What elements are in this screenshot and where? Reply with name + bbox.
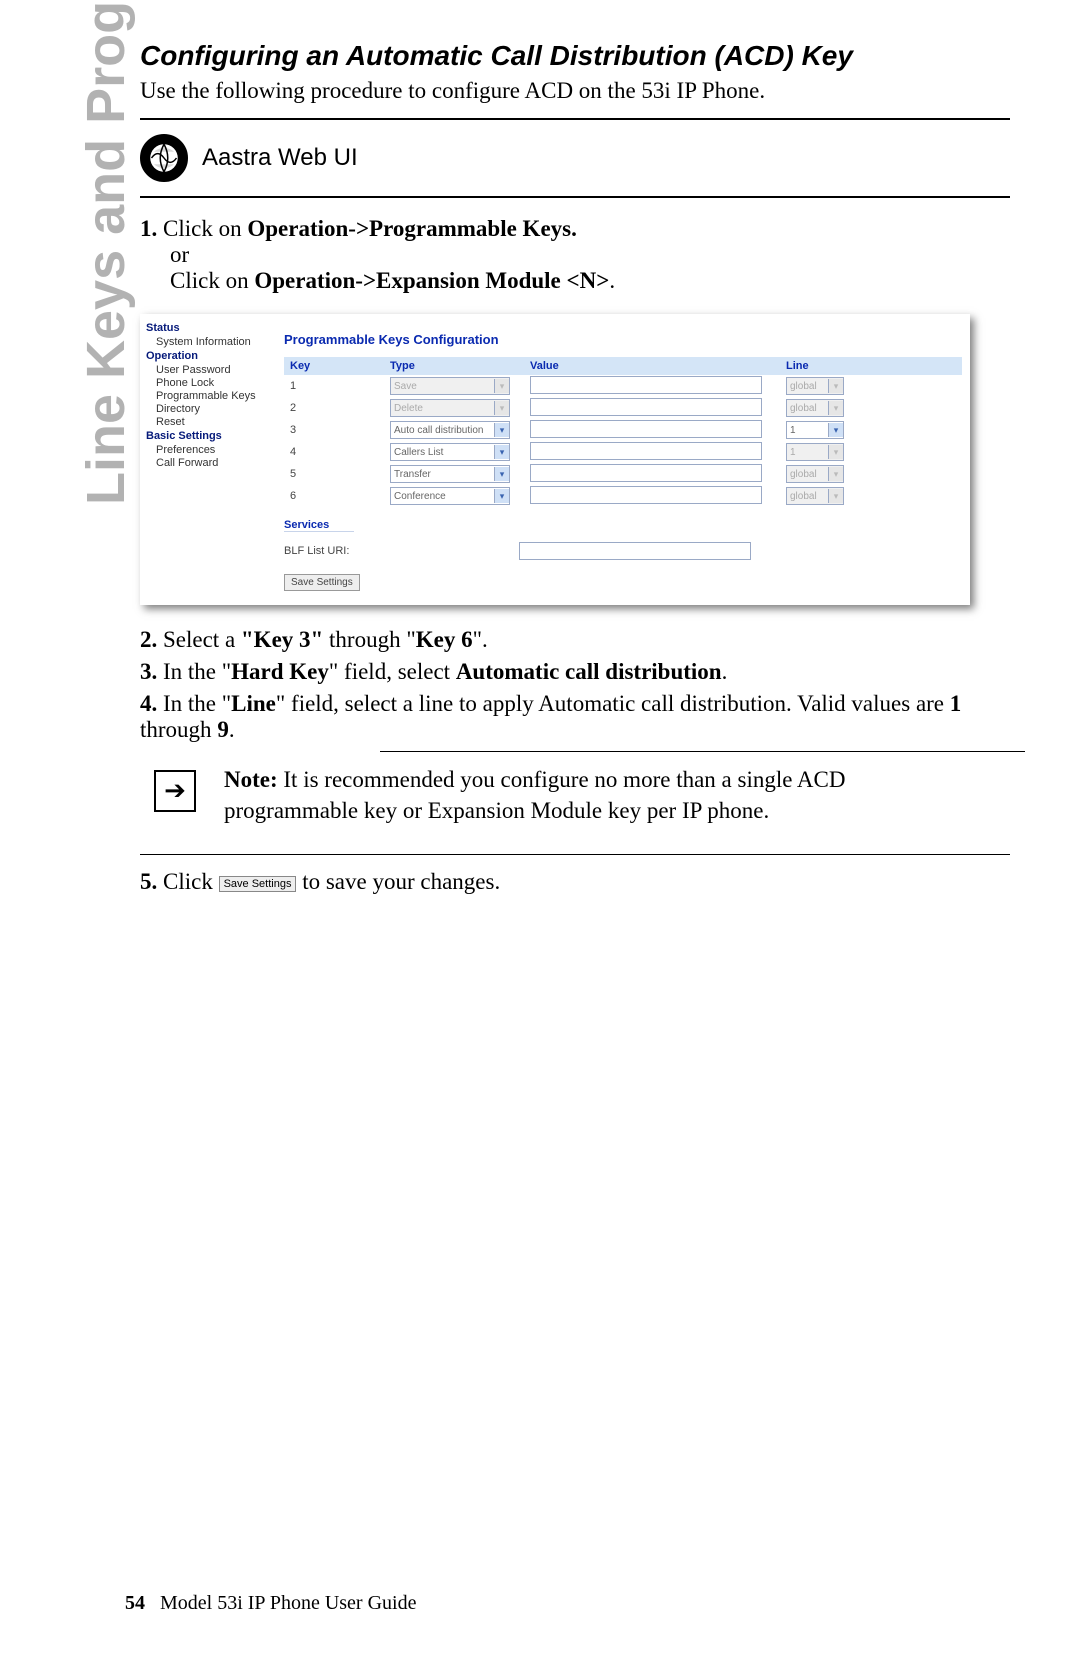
type-select[interactable]: Callers List▾: [390, 443, 510, 461]
note-divider-bottom: [140, 854, 1010, 855]
nav-item[interactable]: Programmable Keys: [156, 390, 276, 402]
table-row: 2Delete▾global▾: [284, 397, 962, 419]
webui-label: Aastra Web UI: [202, 144, 358, 172]
webui-header: Aastra Web UI: [140, 120, 1010, 196]
services-label: Services: [284, 519, 354, 532]
note-divider-top: [380, 751, 1025, 752]
line-select[interactable]: global▾: [786, 465, 844, 483]
screenshot-main: Programmable Keys Configuration Key Type…: [276, 314, 970, 605]
nav-status[interactable]: Status: [146, 322, 276, 334]
inline-save-button: Save Settings: [219, 876, 297, 892]
line-select[interactable]: global▾: [786, 487, 844, 505]
step-1: 1. Click on Operation->Programmable Keys…: [140, 216, 1010, 294]
nav-operation[interactable]: Operation: [146, 350, 276, 362]
type-select[interactable]: Delete▾: [390, 399, 510, 417]
blf-row: BLF List URI:: [284, 542, 962, 560]
config-screenshot: Status System Information Operation User…: [140, 314, 970, 605]
value-input[interactable]: [530, 398, 762, 416]
type-select[interactable]: Save▾: [390, 377, 510, 395]
section-title: Configuring an Automatic Call Distributi…: [140, 40, 1010, 72]
type-select[interactable]: Conference▾: [390, 487, 510, 505]
page-footer: 54 Model 53i IP Phone User Guide: [125, 1592, 416, 1615]
intro-text: Use the following procedure to configure…: [140, 78, 1010, 104]
value-input[interactable]: [530, 376, 762, 394]
step-4: 4. In the "Line" field, select a line to…: [140, 691, 1010, 743]
arrow-icon: ➔: [154, 770, 196, 812]
table-row: 6Conference▾global▾: [284, 485, 962, 507]
side-tab: Line Keys and Programmable Keys: [75, 0, 137, 505]
table-row: 4Callers List▾1▾: [284, 441, 962, 463]
nav-item[interactable]: Call Forward: [156, 457, 276, 469]
step-3: 3. In the "Hard Key" field, select Autom…: [140, 659, 1010, 685]
value-input[interactable]: [530, 420, 762, 438]
value-input[interactable]: [530, 442, 762, 460]
note-block: ➔ Note: It is recommended you configure …: [154, 766, 1010, 826]
blf-input[interactable]: [519, 542, 751, 560]
nav-basic[interactable]: Basic Settings: [146, 430, 276, 442]
table-row: 5Transfer▾global▾: [284, 463, 962, 485]
config-title: Programmable Keys Configuration: [284, 332, 962, 347]
line-select[interactable]: 1▾: [786, 421, 844, 439]
line-select[interactable]: 1▾: [786, 443, 844, 461]
table-header: Key Type Value Line: [284, 357, 962, 375]
step-2: 2. Select a "Key 3" through "Key 6".: [140, 627, 1010, 653]
page-content: Configuring an Automatic Call Distributi…: [140, 40, 1010, 895]
line-select[interactable]: global▾: [786, 377, 844, 395]
value-input[interactable]: [530, 464, 762, 482]
type-select[interactable]: Transfer▾: [390, 465, 510, 483]
screenshot-sidebar: Status System Information Operation User…: [140, 314, 276, 605]
nav-item[interactable]: System Information: [156, 336, 276, 348]
nav-item[interactable]: Reset: [156, 416, 276, 428]
table-row: 3Auto call distribution▾1▾: [284, 419, 962, 441]
globe-icon: [140, 134, 188, 182]
nav-item[interactable]: User Password: [156, 364, 276, 376]
nav-item[interactable]: Directory: [156, 403, 276, 415]
divider: [140, 196, 1010, 198]
nav-item[interactable]: Phone Lock: [156, 377, 276, 389]
line-select[interactable]: global▾: [786, 399, 844, 417]
save-settings-button[interactable]: Save Settings: [284, 574, 360, 591]
type-select[interactable]: Auto call distribution▾: [390, 421, 510, 439]
value-input[interactable]: [530, 486, 762, 504]
table-row: 1Save▾global▾: [284, 375, 962, 397]
nav-item[interactable]: Preferences: [156, 444, 276, 456]
step-5: 5. Click Save Settings to save your chan…: [140, 869, 1010, 895]
